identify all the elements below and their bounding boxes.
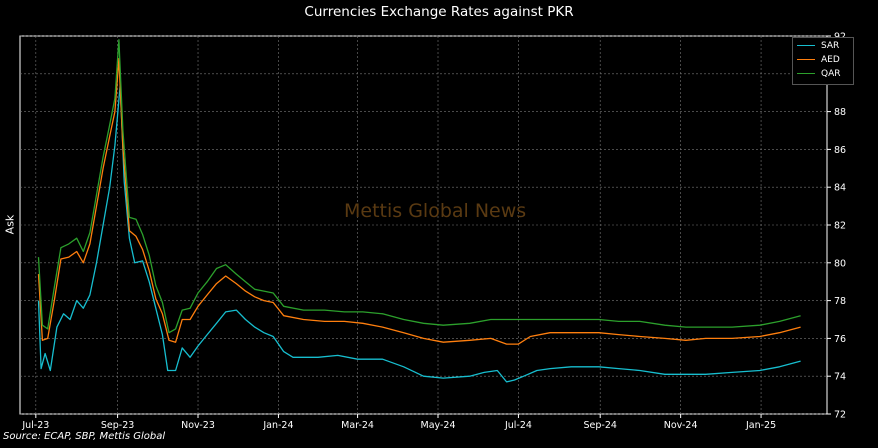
legend-swatch-sar: [797, 45, 815, 46]
x-tick-label: Nov-23: [181, 420, 215, 431]
y-tick-label: 78: [834, 296, 846, 307]
legend-item-qar: QAR: [793, 67, 853, 80]
series-line-qar: [37, 39, 801, 334]
x-tick-label: Jan-24: [262, 420, 293, 431]
legend-item-sar: SAR: [793, 39, 853, 52]
x-tick-label: Jan-25: [745, 420, 776, 431]
grid-lines: [20, 35, 827, 415]
y-tick-label: 72: [834, 410, 846, 421]
x-tick-label: Sep-24: [583, 420, 616, 431]
watermark: Mettis Global News: [344, 200, 527, 222]
legend-swatch-qar: [797, 73, 815, 74]
y-tick-label: 82: [834, 221, 846, 232]
y-axis-label: Ask: [3, 214, 17, 235]
y-tick-label: 80: [834, 258, 846, 269]
y-tick-label: 74: [834, 372, 846, 383]
legend-swatch-aed: [797, 59, 815, 60]
y-tick-label: 88: [834, 107, 846, 118]
x-tick-label: Sep-23: [101, 420, 134, 431]
x-tick-label: Jul-23: [21, 420, 49, 431]
x-axis-ticks: Jul-23 Sep-23 Nov-23 Jan-24 Mar-24 May-24 Jul-…: [21, 414, 776, 431]
series-line-sar: [37, 84, 801, 383]
y-axis-ticks: 7274767880828486889092: [827, 32, 846, 421]
chart-legend: SAR AED QAR: [792, 37, 854, 85]
legend-item-aed: AED: [793, 53, 853, 66]
source-note: Source: ECAP, SBP, Mettis Global: [3, 431, 166, 442]
series-lines: [37, 39, 801, 383]
x-tick-label: Jul-24: [504, 420, 532, 431]
series-line-aed: [37, 58, 801, 345]
x-tick-label: May-24: [421, 420, 456, 431]
chart-title: Currencies Exchange Rates against PKR: [304, 4, 574, 20]
y-tick-label: 84: [834, 183, 846, 194]
legend-label-sar: SAR: [821, 40, 840, 51]
x-tick-label: Nov-24: [664, 420, 698, 431]
x-tick-label: Mar-24: [341, 420, 374, 431]
y-tick-label: 76: [834, 334, 846, 345]
legend-label-aed: AED: [821, 54, 840, 65]
y-tick-label: 86: [834, 145, 846, 156]
legend-label-qar: QAR: [821, 68, 841, 79]
